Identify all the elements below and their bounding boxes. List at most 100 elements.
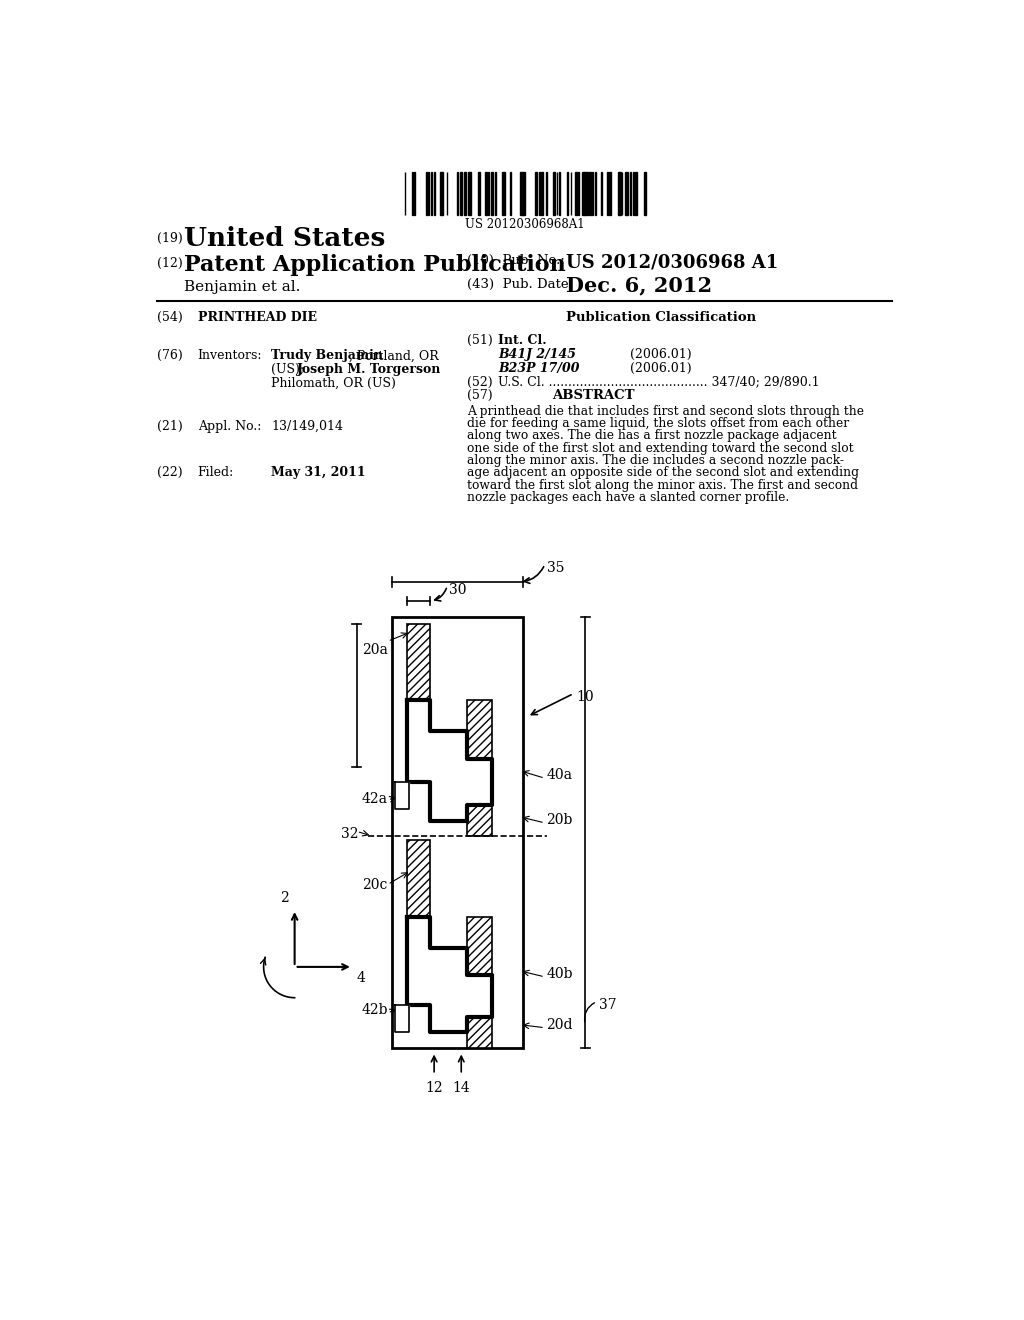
Bar [522,172,525,215]
Text: Inventors:: Inventors: [198,350,262,363]
Text: 13/149,014: 13/149,014 [271,420,343,433]
Bar [575,172,577,215]
Text: Appl. No.:: Appl. No.: [198,420,261,433]
Polygon shape [407,700,493,821]
Text: age adjacent an opposite side of the second slot and extending: age adjacent an opposite side of the sec… [467,466,859,479]
Bar [484,172,486,215]
Bar [535,172,538,215]
Bar [503,172,505,215]
Text: (10)  Pub. No.:: (10) Pub. No.: [467,253,565,267]
Text: 42a: 42a [361,792,388,807]
Bar [541,172,544,215]
Text: Benjamin et al.: Benjamin et al. [183,280,300,294]
Text: toward the first slot along the minor axis. The first and second: toward the first slot along the minor ax… [467,479,858,492]
Bar [490,172,493,215]
Text: (US);: (US); [271,363,308,376]
Bar [553,172,555,215]
Text: 4: 4 [356,970,366,985]
Text: PRINTHEAD DIE: PRINTHEAD DIE [198,312,316,323]
Bar [457,172,458,215]
Text: (2006.01): (2006.01) [630,362,692,375]
Text: Dec. 6, 2012: Dec. 6, 2012 [566,276,712,296]
Bar [583,172,584,215]
Text: United States: United States [183,226,385,251]
Text: (19): (19) [158,231,183,244]
Bar [633,172,634,215]
Text: 40b: 40b [547,966,573,981]
Text: , Portland, OR: , Portland, OR [349,350,438,363]
Text: 20d: 20d [547,1018,573,1032]
Text: 12: 12 [425,1081,443,1094]
Bar [478,172,480,215]
Text: 10: 10 [575,690,594,705]
Text: (57): (57) [467,389,494,403]
Bar [520,172,521,215]
Text: (21): (21) [158,420,183,433]
Text: 37: 37 [599,998,616,1011]
Text: (2006.01): (2006.01) [630,348,692,360]
Bar [635,172,637,215]
Bar [468,172,471,215]
Text: one side of the first slot and extending toward the second slot: one side of the first slot and extending… [467,442,854,455]
Bar [585,172,588,215]
Text: Int. Cl.: Int. Cl. [499,334,547,347]
Bar [467,700,493,836]
Text: Joseph M. Torgerson: Joseph M. Torgerson [297,363,441,376]
Text: U.S. Cl. ......................................... 347/40; 29/890.1: U.S. Cl. ...............................… [499,376,820,388]
Text: (22): (22) [158,466,183,479]
Text: along two axes. The die has a first nozzle package adjacent: along two axes. The die has a first nozz… [467,429,837,442]
Bar [407,840,430,974]
Bar [461,172,462,215]
Text: 14: 14 [453,1081,470,1094]
Text: US 20120306968A1: US 20120306968A1 [465,218,585,231]
Text: Trudy Benjamin: Trudy Benjamin [271,350,383,363]
Bar [609,172,611,215]
Polygon shape [395,781,409,809]
Text: A printhead die that includes first and second slots through the: A printhead die that includes first and … [467,405,864,418]
Text: Patent Application Publication: Patent Application Publication [183,253,565,276]
Text: 32: 32 [341,826,358,841]
Text: 2: 2 [280,891,289,906]
Text: Philomath, OR (US): Philomath, OR (US) [271,378,396,391]
Text: nozzle packages each have a slanted corner profile.: nozzle packages each have a slanted corn… [467,491,790,504]
Bar [440,172,442,215]
Text: along the minor axis. The die includes a second nozzle pack-: along the minor axis. The die includes a… [467,454,845,467]
Bar [467,917,493,1048]
Bar [426,172,427,215]
Bar [487,172,489,215]
Text: May 31, 2011: May 31, 2011 [271,466,366,479]
Text: (12): (12) [158,257,183,271]
Text: (51): (51) [467,334,494,347]
Text: (43)  Pub. Date:: (43) Pub. Date: [467,277,573,290]
Text: B23P 17/00: B23P 17/00 [499,362,580,375]
Text: Publication Classification: Publication Classification [566,312,756,323]
Text: 42b: 42b [361,1003,388,1018]
Bar [412,172,414,215]
Bar [407,624,430,767]
Text: 40a: 40a [547,768,572,783]
Text: (76): (76) [158,350,183,363]
Text: ABSTRACT: ABSTRACT [552,389,634,403]
Bar [589,172,592,215]
Bar [644,172,646,215]
Bar [495,172,496,215]
Text: 20a: 20a [361,644,388,657]
Bar [601,172,602,215]
Text: 20b: 20b [547,813,572,826]
Bar [620,172,621,215]
Text: 35: 35 [547,561,564,576]
Text: Filed:: Filed: [198,466,234,479]
Text: 20c: 20c [362,878,388,892]
Bar [559,172,560,215]
Text: B41J 2/145: B41J 2/145 [499,348,577,360]
Text: US 2012/0306968 A1: US 2012/0306968 A1 [566,253,778,272]
Text: (54): (54) [158,312,183,323]
Text: (52): (52) [467,376,494,388]
Text: die for feeding a same liquid, the slots offset from each other: die for feeding a same liquid, the slots… [467,417,850,430]
Bar [625,172,628,215]
Polygon shape [407,917,493,1032]
Polygon shape [395,1006,409,1032]
Bar [578,172,579,215]
Bar [391,616,523,1048]
Bar [464,172,466,215]
